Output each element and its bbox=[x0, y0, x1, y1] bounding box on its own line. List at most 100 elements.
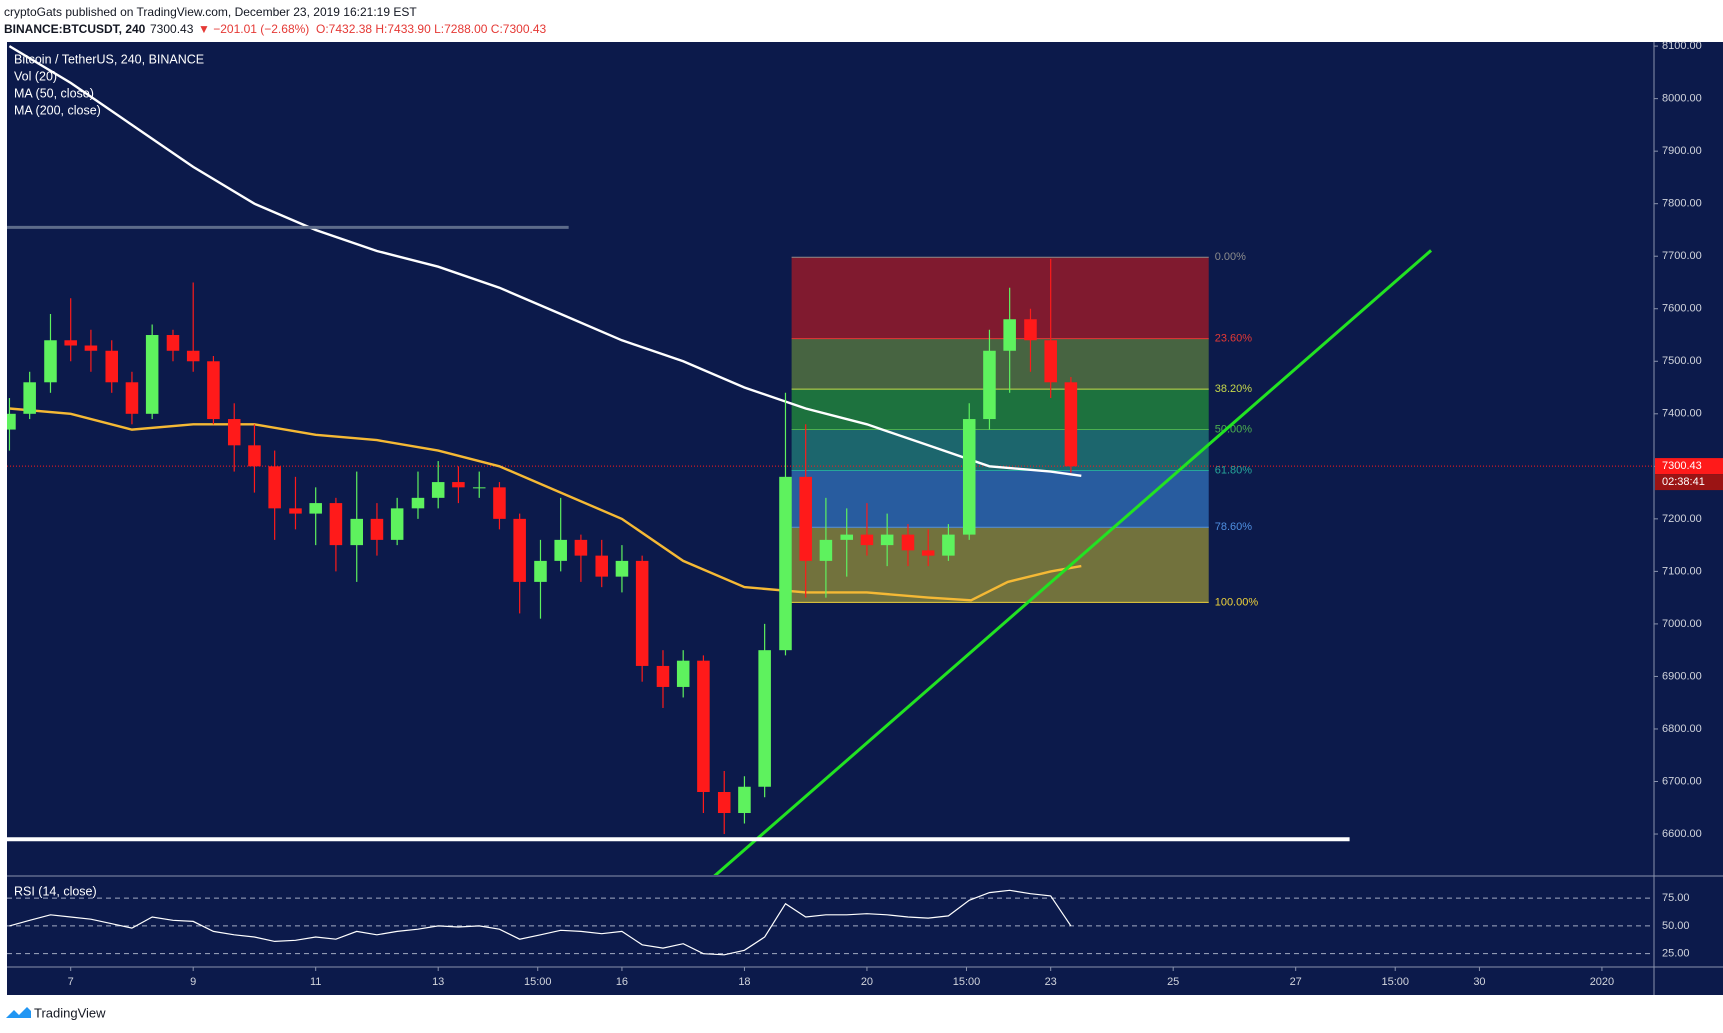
rsi-line bbox=[9, 889, 1072, 956]
candle-body bbox=[942, 534, 955, 556]
candle-body bbox=[452, 482, 465, 488]
volume-label: Vol (20) bbox=[14, 69, 57, 83]
candle-body bbox=[431, 482, 445, 498]
y-tick-label: 7500.00 bbox=[1662, 355, 1702, 367]
countdown: 02:38:41 bbox=[1662, 476, 1705, 488]
candle-body bbox=[921, 550, 935, 556]
main-pane: 0.00%23.60%38.20%50.00%61.80%78.60%100.0… bbox=[7, 45, 1654, 875]
candle-body bbox=[1024, 319, 1037, 341]
fib-zone bbox=[791, 257, 1209, 339]
candle-body bbox=[534, 560, 547, 582]
x-tick-label: 16 bbox=[616, 976, 628, 988]
change: ▼ −201.01 (−2.68%) bbox=[198, 22, 309, 36]
candle-body bbox=[64, 340, 77, 346]
y-tick-label: 6700.00 bbox=[1662, 775, 1702, 787]
candle-body bbox=[860, 534, 874, 546]
x-tick-label: 15:00 bbox=[953, 976, 981, 988]
last-price-label: 7300.43 bbox=[1662, 460, 1702, 472]
fib-label: 78.60% bbox=[1215, 521, 1253, 533]
candle-body bbox=[779, 476, 792, 651]
candle-body bbox=[697, 660, 710, 793]
symbol: BINANCE:BTCUSDT, 240 bbox=[4, 22, 146, 36]
candle-body bbox=[227, 419, 241, 446]
y-tick-label: 7000.00 bbox=[1662, 618, 1702, 630]
legend-entry: MA (50, close) bbox=[14, 86, 94, 100]
brand-logo: TradingView bbox=[6, 1005, 106, 1020]
countdown-tag bbox=[1655, 474, 1723, 491]
x-tick-label: 7 bbox=[68, 976, 74, 988]
y-tick-label: 7700.00 bbox=[1662, 250, 1702, 262]
brand: TradingView bbox=[34, 1005, 106, 1020]
candle-body bbox=[574, 539, 588, 556]
x-tick-label: 2020 bbox=[1590, 976, 1614, 988]
y-tick-label: 7200.00 bbox=[1662, 513, 1702, 525]
x-tick-label: 15:00 bbox=[1381, 976, 1409, 988]
candle-body bbox=[268, 466, 281, 509]
candle-body bbox=[554, 539, 567, 561]
panes: 0.00%23.60%38.20%50.00%61.80%78.60%100.0… bbox=[7, 40, 1723, 995]
candle-body bbox=[350, 518, 364, 546]
y-tick-label: 7100.00 bbox=[1662, 565, 1702, 577]
candle-body bbox=[125, 382, 139, 414]
y-tick-label: 6800.00 bbox=[1662, 723, 1702, 735]
x-tick-label: 30 bbox=[1473, 976, 1485, 988]
candle-body bbox=[676, 660, 690, 687]
candle-body bbox=[513, 518, 526, 582]
candle-body bbox=[84, 345, 98, 351]
x-tick-label: 23 bbox=[1045, 976, 1057, 988]
candle-body bbox=[901, 534, 915, 551]
fib-label: 38.20% bbox=[1215, 383, 1253, 395]
candle-body bbox=[186, 350, 200, 362]
fib-label: 0.00% bbox=[1215, 251, 1246, 263]
candle-body bbox=[819, 539, 833, 561]
candle-body bbox=[411, 497, 425, 509]
x-tick-label: 27 bbox=[1290, 976, 1302, 988]
y-tick-label: 7900.00 bbox=[1662, 145, 1702, 157]
x-tick-label: 9 bbox=[190, 976, 196, 988]
candle-body bbox=[105, 350, 119, 383]
candle-body bbox=[799, 476, 812, 561]
author-line: cryptoGats published on TradingView.com,… bbox=[4, 5, 417, 19]
candle-body bbox=[615, 560, 629, 577]
candle-body bbox=[738, 786, 751, 814]
chart-title: Bitcoin / TetherUS, 240, BINANCE bbox=[14, 52, 204, 66]
candle-body bbox=[962, 419, 976, 535]
rsi-tick-label: 75.00 bbox=[1662, 892, 1690, 904]
rsi-tick-label: 50.00 bbox=[1662, 920, 1690, 932]
candle-body bbox=[880, 534, 894, 546]
y-tick-label: 8000.00 bbox=[1662, 93, 1702, 105]
last-price-tag bbox=[1655, 458, 1723, 475]
fib-zone bbox=[791, 338, 1209, 390]
candle-body bbox=[1064, 382, 1078, 467]
candle-body bbox=[758, 650, 771, 787]
last-price: 7300.43 bbox=[150, 22, 194, 36]
candle-body bbox=[7, 413, 16, 430]
candle-body bbox=[309, 503, 322, 514]
candle-body bbox=[717, 792, 731, 814]
legend-entry: MA (200, close) bbox=[14, 103, 101, 117]
candle-body bbox=[983, 350, 996, 420]
candle-body bbox=[1003, 319, 1016, 351]
moving-average bbox=[8, 45, 1082, 477]
rsi-tick-label: 25.00 bbox=[1662, 948, 1690, 960]
y-tick-label: 7800.00 bbox=[1662, 198, 1702, 210]
x-tick-label: 15:00 bbox=[524, 976, 552, 988]
logo-icon bbox=[6, 1007, 31, 1018]
x-tick-label: 25 bbox=[1167, 976, 1179, 988]
candle-body bbox=[207, 361, 220, 420]
candle-body bbox=[289, 508, 302, 514]
y-tick-label: 7400.00 bbox=[1662, 408, 1702, 420]
candle-body bbox=[166, 335, 180, 351]
x-tick-label: 20 bbox=[861, 976, 873, 988]
candle-body bbox=[329, 503, 343, 546]
y-tick-label: 7600.00 bbox=[1662, 303, 1702, 315]
candle-body bbox=[840, 534, 853, 540]
fib-label: 61.80% bbox=[1215, 464, 1253, 476]
x-tick-label: 13 bbox=[432, 976, 444, 988]
fib-label: 23.60% bbox=[1215, 333, 1253, 345]
fib-label: 100.00% bbox=[1215, 596, 1259, 608]
candle-body bbox=[656, 665, 670, 687]
candle-body bbox=[595, 555, 608, 577]
y-tick-label: 8100.00 bbox=[1662, 40, 1702, 52]
